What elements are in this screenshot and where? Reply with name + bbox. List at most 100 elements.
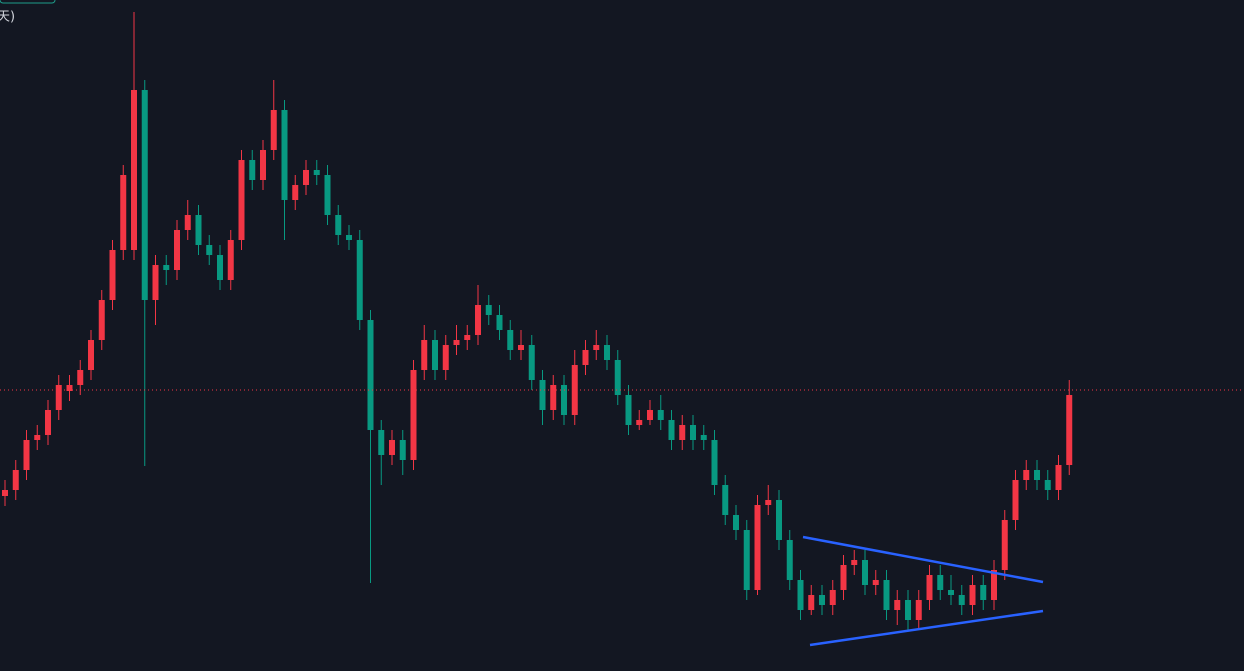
candle-body bbox=[313, 170, 320, 175]
candle-body bbox=[464, 335, 471, 340]
candle-body bbox=[571, 365, 578, 415]
candle-body bbox=[657, 410, 664, 420]
candle-body bbox=[260, 150, 266, 180]
candle-body bbox=[1055, 465, 1062, 490]
candle-body bbox=[55, 385, 62, 410]
candle-body bbox=[217, 255, 223, 280]
trendline-lower bbox=[809, 609, 1044, 647]
candle-body bbox=[324, 175, 331, 215]
candle-body bbox=[539, 380, 546, 410]
candle-body bbox=[1012, 480, 1019, 520]
candle-body bbox=[109, 250, 116, 300]
candle-body bbox=[303, 170, 309, 185]
candle-body bbox=[432, 340, 438, 370]
candle-body bbox=[851, 560, 858, 565]
candle-body bbox=[120, 175, 127, 250]
candle-body bbox=[528, 345, 535, 380]
candle-body bbox=[367, 320, 374, 430]
candle-body bbox=[23, 440, 30, 470]
toolbar-button[interactable] bbox=[0, 0, 56, 4]
candle-body bbox=[206, 245, 213, 255]
candle-body bbox=[926, 575, 933, 600]
candle-body bbox=[711, 440, 718, 485]
candle-body bbox=[12, 470, 19, 490]
candle-body bbox=[840, 565, 847, 590]
candle-body bbox=[34, 435, 41, 440]
candle-body bbox=[1023, 470, 1030, 480]
candle-body bbox=[335, 215, 342, 235]
candle-body bbox=[66, 385, 73, 391]
candle-body bbox=[45, 410, 51, 435]
candle-body bbox=[1066, 395, 1073, 465]
candle-body bbox=[1001, 520, 1008, 570]
candle-body bbox=[969, 585, 976, 605]
candle-body bbox=[184, 215, 191, 230]
candle-body bbox=[636, 420, 643, 425]
candle-body bbox=[270, 110, 277, 150]
candle-body bbox=[948, 590, 954, 595]
candle-body bbox=[690, 425, 696, 440]
trendline-upper bbox=[802, 535, 1044, 584]
candle-body bbox=[356, 240, 363, 320]
candle-body bbox=[743, 530, 750, 590]
candles bbox=[2, 12, 1073, 630]
candle-body bbox=[582, 350, 589, 365]
candle-body bbox=[593, 345, 600, 350]
candle-body bbox=[131, 90, 137, 250]
candle-body bbox=[227, 240, 234, 280]
candle-body bbox=[625, 395, 632, 425]
candle-body bbox=[281, 110, 288, 200]
candle-body bbox=[88, 340, 94, 370]
candle-body bbox=[421, 340, 428, 370]
candle-body bbox=[894, 600, 901, 610]
candle-body bbox=[98, 300, 105, 340]
candle-body bbox=[453, 340, 460, 345]
candle-body bbox=[496, 315, 503, 330]
candle-body bbox=[238, 160, 245, 240]
candle-body bbox=[915, 600, 922, 620]
candle-body bbox=[389, 440, 395, 455]
candle-body bbox=[475, 305, 481, 335]
candle-body bbox=[442, 345, 449, 370]
candle-body bbox=[152, 265, 159, 300]
candle-body bbox=[614, 360, 621, 395]
candle-body bbox=[754, 505, 761, 590]
candle-body bbox=[829, 590, 836, 605]
candle-body bbox=[604, 345, 610, 360]
candle-body bbox=[174, 230, 180, 270]
candle-body bbox=[883, 580, 890, 610]
candle-body bbox=[163, 265, 170, 270]
candle-body bbox=[786, 540, 793, 580]
candle-body bbox=[141, 90, 148, 300]
candle-body bbox=[1044, 480, 1051, 490]
candle-body bbox=[195, 215, 202, 245]
chart-label: 天) bbox=[0, 10, 15, 25]
candle-body bbox=[378, 430, 385, 455]
candle-body bbox=[862, 560, 868, 585]
candle-body bbox=[292, 185, 299, 200]
candle-body bbox=[346, 235, 352, 240]
candle-body bbox=[1034, 470, 1040, 480]
candle-body bbox=[77, 370, 84, 385]
candle-body bbox=[679, 425, 686, 440]
candle-body bbox=[765, 500, 772, 505]
candle-body bbox=[819, 595, 825, 605]
candle-body bbox=[722, 485, 729, 515]
candle-body bbox=[980, 585, 987, 600]
candle-body bbox=[561, 385, 567, 415]
candle-body bbox=[550, 385, 557, 410]
candle-body bbox=[797, 580, 804, 610]
candle-body bbox=[733, 515, 739, 530]
candle-body bbox=[410, 370, 417, 460]
candle-body bbox=[399, 440, 406, 460]
candle-body bbox=[808, 595, 815, 610]
candle-body bbox=[2, 490, 8, 496]
candle-body bbox=[958, 595, 965, 605]
candle-body bbox=[776, 500, 782, 540]
candle-body bbox=[518, 345, 524, 350]
candle-body bbox=[872, 580, 879, 585]
candle-body bbox=[937, 575, 944, 590]
candle-body bbox=[647, 410, 653, 420]
